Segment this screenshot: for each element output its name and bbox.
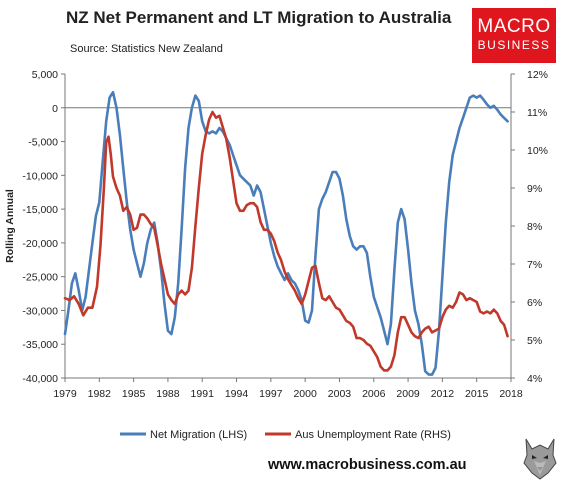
chart-title: NZ Net Permanent and LT Migration to Aus… bbox=[66, 8, 452, 27]
right-tick-label: 5% bbox=[527, 335, 542, 347]
left-tick-label: -30,000 bbox=[22, 305, 58, 317]
y-axis-label: Rolling Annual bbox=[4, 189, 16, 263]
wolf-head-icon bbox=[520, 433, 560, 481]
x-tick-label: 1982 bbox=[88, 388, 112, 400]
x-tick-label: 1997 bbox=[259, 388, 283, 400]
left-tick-label: -25,000 bbox=[22, 272, 58, 284]
footer-url: www.macrobusiness.com.au bbox=[268, 457, 467, 473]
logo-line-1: MACRO bbox=[477, 16, 551, 37]
chart-series bbox=[63, 90, 509, 376]
right-tick-label: 4% bbox=[527, 373, 542, 385]
chart-legend: Net Migration (LHS) Aus Unemployment Rate… bbox=[120, 429, 451, 441]
left-tick-label: -20,000 bbox=[22, 238, 58, 250]
right-tick-label: 9% bbox=[527, 183, 542, 195]
right-tick-label: 8% bbox=[527, 221, 542, 233]
x-tick-label: 2018 bbox=[499, 388, 523, 400]
x-tick-label: 2000 bbox=[293, 388, 317, 400]
x-tick-label: 2015 bbox=[465, 388, 489, 400]
x-tick-label: 2009 bbox=[396, 388, 420, 400]
chart-axes: 5,000 0 -5,000 -10,000 -15,000 -20,000 -25,000… bbox=[4, 69, 548, 400]
left-tick-label: -15,000 bbox=[22, 204, 58, 216]
left-tick-label: 0 bbox=[52, 103, 58, 115]
left-tick-label: -35,000 bbox=[22, 339, 58, 351]
left-tick-label: 5,000 bbox=[32, 69, 58, 81]
right-tick-label: 6% bbox=[527, 297, 542, 309]
x-tick-label: 1985 bbox=[122, 388, 146, 400]
macrobusiness-logo: MACRO BUSINESS bbox=[472, 8, 556, 63]
x-tick-label: 2003 bbox=[328, 388, 352, 400]
right-tick-label: 11% bbox=[527, 107, 547, 119]
right-tick-label: 7% bbox=[527, 259, 542, 271]
x-tick-label: 1991 bbox=[191, 388, 215, 400]
chart-source: Source: Statistics New Zealand bbox=[70, 43, 223, 55]
x-tick-label: 2006 bbox=[362, 388, 386, 400]
right-tick-label: 12% bbox=[527, 69, 548, 81]
right-tick-label: 10% bbox=[527, 145, 548, 157]
left-tick-label: -10,000 bbox=[22, 170, 58, 182]
x-tick-label: 1979 bbox=[53, 388, 77, 400]
x-tick-label: 2012 bbox=[431, 388, 455, 400]
legend-label: Net Migration (LHS) bbox=[150, 429, 247, 441]
left-tick-label: -5,000 bbox=[28, 137, 58, 149]
left-tick-label: -40,000 bbox=[22, 373, 58, 385]
logo-line-2: BUSINESS bbox=[477, 38, 551, 52]
net-migration-line bbox=[63, 90, 509, 376]
x-tick-label: 1988 bbox=[156, 388, 180, 400]
x-tick-label: 1994 bbox=[225, 388, 249, 400]
legend-label: Aus Unemployment Rate (RHS) bbox=[295, 429, 451, 441]
unemployment-rate-line bbox=[63, 110, 509, 372]
